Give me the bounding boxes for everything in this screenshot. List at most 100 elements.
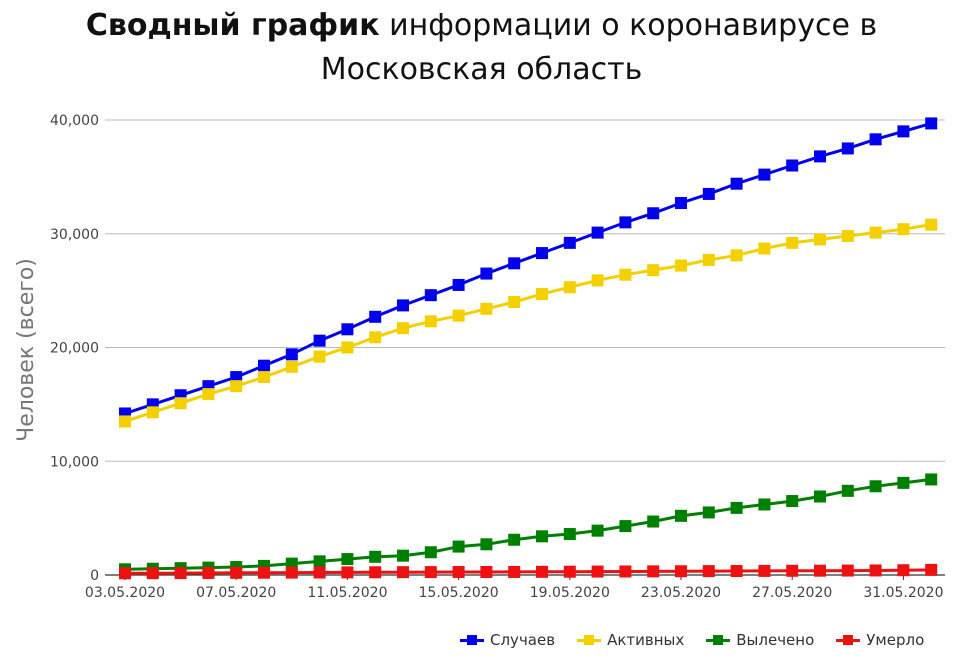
chart-title-rest: информации о коронавирусе в bbox=[389, 8, 878, 43]
legend-swatch bbox=[706, 635, 731, 645]
data-point bbox=[591, 226, 604, 239]
data-point bbox=[675, 509, 687, 522]
x-tick-label: 27.05.2020 bbox=[752, 585, 832, 601]
data-point bbox=[619, 520, 632, 533]
data-point bbox=[480, 538, 493, 551]
data-point bbox=[508, 257, 521, 270]
data-point bbox=[258, 371, 270, 384]
x-axis-ticks: 03.05.2020 07.05.2020 11.05.2020 15.05.2020… bbox=[85, 575, 943, 601]
data-point bbox=[814, 564, 826, 577]
data-point bbox=[230, 380, 243, 393]
data-point bbox=[119, 567, 131, 580]
legend-swatch bbox=[836, 635, 861, 645]
data-point bbox=[814, 490, 826, 503]
data-point bbox=[647, 207, 660, 220]
data-point bbox=[480, 267, 493, 280]
data-point bbox=[841, 484, 854, 497]
legend-swatch bbox=[577, 635, 602, 645]
data-point bbox=[536, 247, 548, 260]
data-point bbox=[174, 567, 187, 580]
data-point bbox=[730, 249, 743, 262]
y-axis-ticks: 0 10,000 20,000 30,000 40,000 bbox=[50, 113, 99, 584]
data-point bbox=[202, 566, 215, 579]
data-point bbox=[702, 565, 715, 578]
data-point bbox=[758, 168, 771, 181]
data-point bbox=[369, 566, 382, 579]
y-tick-label: 0 bbox=[90, 568, 99, 584]
x-tick-label: 03.05.2020 bbox=[85, 585, 165, 601]
data-point bbox=[424, 566, 437, 579]
data-point bbox=[591, 274, 604, 287]
data-point bbox=[285, 348, 298, 361]
data-point bbox=[285, 566, 298, 579]
series-line bbox=[124, 121, 932, 415]
data-point bbox=[313, 350, 326, 363]
data-point bbox=[146, 567, 159, 580]
x-tick-label: 19.05.2020 bbox=[530, 585, 610, 601]
chart-title-bold: Сводный график bbox=[85, 8, 380, 43]
data-point bbox=[563, 236, 576, 249]
data-point bbox=[146, 406, 159, 419]
chart-title: Сводный график информации о коронавирусе… bbox=[0, 4, 963, 92]
data-point bbox=[786, 564, 799, 577]
legend-label: Умерло bbox=[866, 631, 925, 649]
data-point bbox=[258, 359, 270, 372]
series-3 bbox=[119, 473, 938, 576]
data-point bbox=[647, 264, 660, 277]
legend-item: Активных bbox=[577, 631, 684, 649]
data-point bbox=[536, 530, 548, 543]
data-point bbox=[925, 473, 938, 486]
data-point bbox=[174, 397, 187, 410]
legend-item: Случаев bbox=[460, 631, 555, 649]
data-point bbox=[258, 566, 270, 579]
y-tick-label: 30,000 bbox=[50, 227, 99, 243]
data-point bbox=[563, 565, 576, 578]
legend-label: Случаев bbox=[490, 631, 556, 649]
data-point bbox=[841, 142, 854, 155]
data-point bbox=[925, 218, 938, 231]
x-tick-label: 31.05.2020 bbox=[863, 585, 943, 601]
data-point bbox=[869, 480, 882, 493]
data-point bbox=[591, 565, 604, 578]
data-point bbox=[508, 533, 521, 546]
data-point bbox=[619, 565, 632, 578]
data-point bbox=[424, 546, 437, 559]
chart-legend: Случаев Активных Вылечено Умерло bbox=[460, 630, 924, 650]
data-point bbox=[536, 565, 548, 578]
data-point bbox=[841, 564, 854, 577]
data-point bbox=[758, 242, 771, 255]
data-point bbox=[563, 528, 576, 541]
data-point bbox=[841, 230, 854, 243]
data-point bbox=[480, 565, 493, 578]
data-point bbox=[397, 549, 409, 562]
data-point bbox=[675, 259, 687, 272]
series-1 bbox=[119, 117, 938, 420]
series-2 bbox=[119, 218, 938, 428]
x-tick-label: 11.05.2020 bbox=[307, 585, 387, 601]
data-point bbox=[869, 564, 882, 577]
data-point bbox=[480, 302, 493, 315]
series-line bbox=[124, 477, 932, 571]
data-point bbox=[758, 498, 771, 511]
data-point bbox=[786, 495, 799, 508]
data-point bbox=[313, 566, 326, 579]
data-point bbox=[897, 564, 910, 577]
data-point bbox=[647, 515, 660, 528]
data-point bbox=[786, 236, 799, 249]
data-point bbox=[397, 299, 409, 312]
data-point bbox=[563, 281, 576, 294]
data-point bbox=[814, 150, 826, 163]
legend-item: Умерло bbox=[836, 631, 924, 649]
legend-swatch bbox=[460, 635, 484, 645]
data-point bbox=[452, 566, 465, 579]
series-4 bbox=[119, 563, 938, 580]
x-tick-label: 15.05.2020 bbox=[419, 585, 499, 601]
data-point bbox=[341, 566, 354, 579]
data-point bbox=[591, 524, 604, 537]
y-tick-label: 40,000 bbox=[50, 113, 99, 129]
data-point bbox=[702, 253, 715, 266]
data-point bbox=[341, 341, 354, 354]
data-point bbox=[925, 563, 938, 576]
data-point bbox=[730, 565, 743, 578]
data-point bbox=[424, 315, 437, 328]
